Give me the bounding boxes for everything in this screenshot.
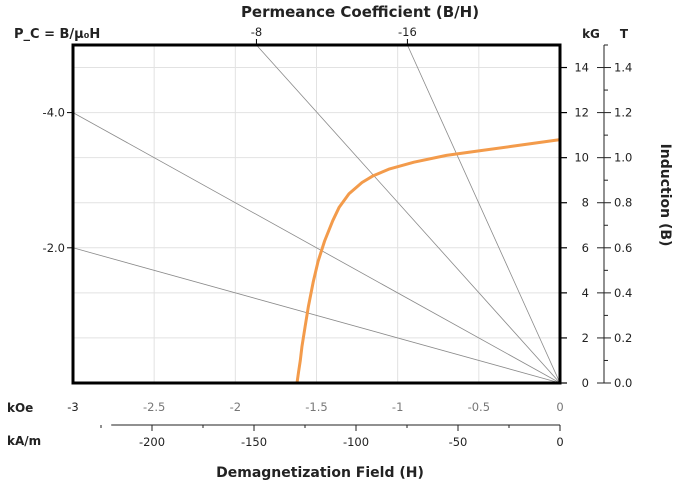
y-tick-label-t: 0.0 — [614, 376, 632, 390]
demagnetization-curve — [295, 138, 562, 385]
x-tick-label-koe: -1 — [392, 400, 403, 414]
load-line — [256, 44, 561, 384]
grid — [73, 45, 560, 383]
y-tick-label-kg: 0 — [582, 376, 589, 390]
y-tick-label-t: 0.2 — [614, 331, 632, 345]
x-tick-label-kam: -150 — [241, 435, 267, 449]
axes: -3 -2.5 -2 -1.5 -1 -0.5 0 -200 -150 -100 -50 0 0 2 4 6 8… — [43, 25, 633, 449]
x-tick-label-kam: -50 — [449, 435, 468, 449]
y-tick-label-t: 1.4 — [614, 61, 632, 75]
left-axis-title: P_C = B/μ₀H — [14, 27, 100, 42]
y-tick-label-kg: 6 — [582, 241, 589, 255]
x-tick-label-koe: -1.5 — [305, 400, 327, 414]
y-tick-label-kg: 2 — [582, 331, 589, 345]
y-tick-label-t: 0.4 — [614, 286, 632, 300]
y-tick-label-kg: 4 — [582, 286, 589, 300]
top-tick-label: -16 — [398, 25, 417, 39]
load-line — [72, 247, 561, 384]
top-tick-label: -8 — [251, 25, 262, 39]
left-tick-label: -4.0 — [43, 106, 65, 120]
y-tick-label-kg: 10 — [574, 151, 589, 165]
y-unit-kg: kG — [582, 27, 600, 41]
x-tick-label-kam: -200 — [139, 435, 165, 449]
y-axis-title: Induction (B) — [657, 144, 673, 247]
load-line — [407, 44, 561, 384]
x-tick-label-koe: -2.5 — [143, 400, 165, 414]
y-tick-label-kg: 12 — [574, 106, 589, 120]
x-unit-kam: kA/m — [7, 434, 41, 448]
x-unit-koe: kOe — [7, 401, 33, 415]
x-tick-label-koe: 0 — [556, 400, 563, 414]
load-line — [72, 112, 561, 384]
y-tick-label-t: 1.2 — [614, 106, 632, 120]
y-tick-label-kg: 8 — [582, 196, 589, 210]
curve-group — [295, 138, 562, 385]
x-tick-label-koe: -2 — [230, 400, 241, 414]
x-tick-label-koe: -0.5 — [468, 400, 490, 414]
x-axis-title: Demagnetization Field (H) — [216, 465, 424, 481]
chart-title: Permeance Coefficient (B/H) — [241, 3, 479, 21]
x-tick-label-koe: -3 — [67, 400, 78, 414]
x-tick-label-kam: -100 — [343, 435, 369, 449]
x-tick-label-kam: 0 — [556, 435, 563, 449]
plot-frame — [71, 43, 562, 385]
y-tick-label-kg: 14 — [574, 61, 589, 75]
load-lines — [72, 44, 561, 384]
y-unit-t: T — [620, 27, 629, 41]
y-tick-label-t: 1.0 — [614, 151, 632, 165]
y-tick-label-t: 0.8 — [614, 196, 632, 210]
y-tick-label-t: 0.6 — [614, 241, 632, 255]
left-tick-label: -2.0 — [43, 241, 65, 255]
